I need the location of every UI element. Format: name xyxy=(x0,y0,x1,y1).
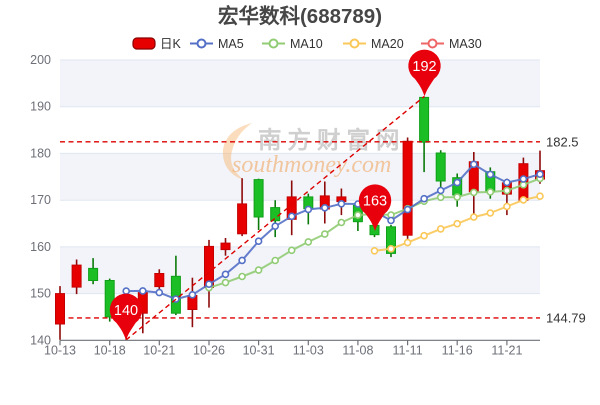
svg-text:170: 170 xyxy=(30,193,51,207)
svg-text:MA20: MA20 xyxy=(371,37,404,51)
svg-text:163: 163 xyxy=(363,194,387,210)
svg-text:11-11: 11-11 xyxy=(393,344,423,358)
svg-text:11-21: 11-21 xyxy=(491,344,522,358)
svg-text:144.79: 144.79 xyxy=(546,310,586,325)
svg-text:192: 192 xyxy=(412,59,436,75)
svg-text:10-18: 10-18 xyxy=(94,344,126,358)
svg-text:MA5: MA5 xyxy=(218,37,244,51)
svg-text:11-16: 11-16 xyxy=(442,344,473,358)
svg-text:140: 140 xyxy=(114,303,138,319)
svg-text:190: 190 xyxy=(30,100,51,114)
svg-text:200: 200 xyxy=(30,53,51,67)
svg-text:南方财富网: 南方财富网 xyxy=(258,126,406,153)
svg-text:日K: 日K xyxy=(160,37,182,51)
svg-text:182.5: 182.5 xyxy=(546,134,579,149)
svg-text:11-03: 11-03 xyxy=(293,344,324,358)
svg-text:southmoney.com: southmoney.com xyxy=(232,152,391,178)
svg-text:MA10: MA10 xyxy=(290,37,323,51)
svg-text:11-08: 11-08 xyxy=(342,344,373,358)
svg-text:160: 160 xyxy=(30,240,51,254)
svg-text:150: 150 xyxy=(30,287,51,301)
svg-text:10-13: 10-13 xyxy=(44,344,76,358)
svg-text:MA30: MA30 xyxy=(449,37,482,51)
svg-text:140: 140 xyxy=(30,333,51,347)
svg-text:10-21: 10-21 xyxy=(143,344,175,358)
svg-text:10-31: 10-31 xyxy=(243,344,275,358)
svg-text:180: 180 xyxy=(30,146,51,160)
svg-text:宏华数科(688789): 宏华数科(688789) xyxy=(218,4,382,28)
svg-text:10-26: 10-26 xyxy=(193,344,225,358)
